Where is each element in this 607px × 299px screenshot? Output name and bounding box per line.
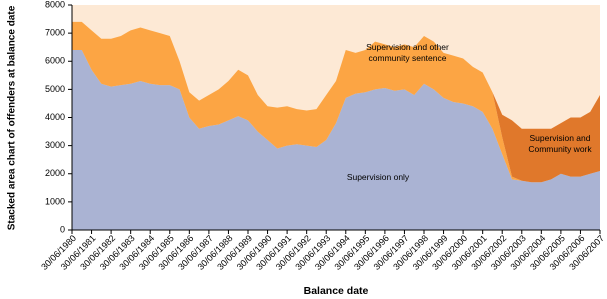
y-tick-label: 4000 xyxy=(45,112,65,122)
area xyxy=(72,21,600,183)
area xyxy=(72,50,600,230)
y-tick-label: 6000 xyxy=(45,56,65,66)
area xyxy=(72,21,600,183)
y-tick-label: 5000 xyxy=(45,84,65,94)
y-tick-label: 8000 xyxy=(45,0,65,9)
y-tick-label: 3000 xyxy=(45,140,65,150)
series-annotation: Supervision and Community work xyxy=(528,133,592,154)
y-tick-label: 2000 xyxy=(45,168,65,178)
y-axis-title: Stacked area chart of offenders at balan… xyxy=(7,5,18,230)
y-tick-label: 1000 xyxy=(45,196,65,206)
series-annotation: Supervision and other community sentence xyxy=(366,42,449,63)
y-tick-label: 0 xyxy=(60,224,65,234)
y-tick-label: 7000 xyxy=(45,28,65,38)
x-axis-title: Balance date xyxy=(304,285,369,297)
series-annotation: Supervision only xyxy=(346,172,410,182)
